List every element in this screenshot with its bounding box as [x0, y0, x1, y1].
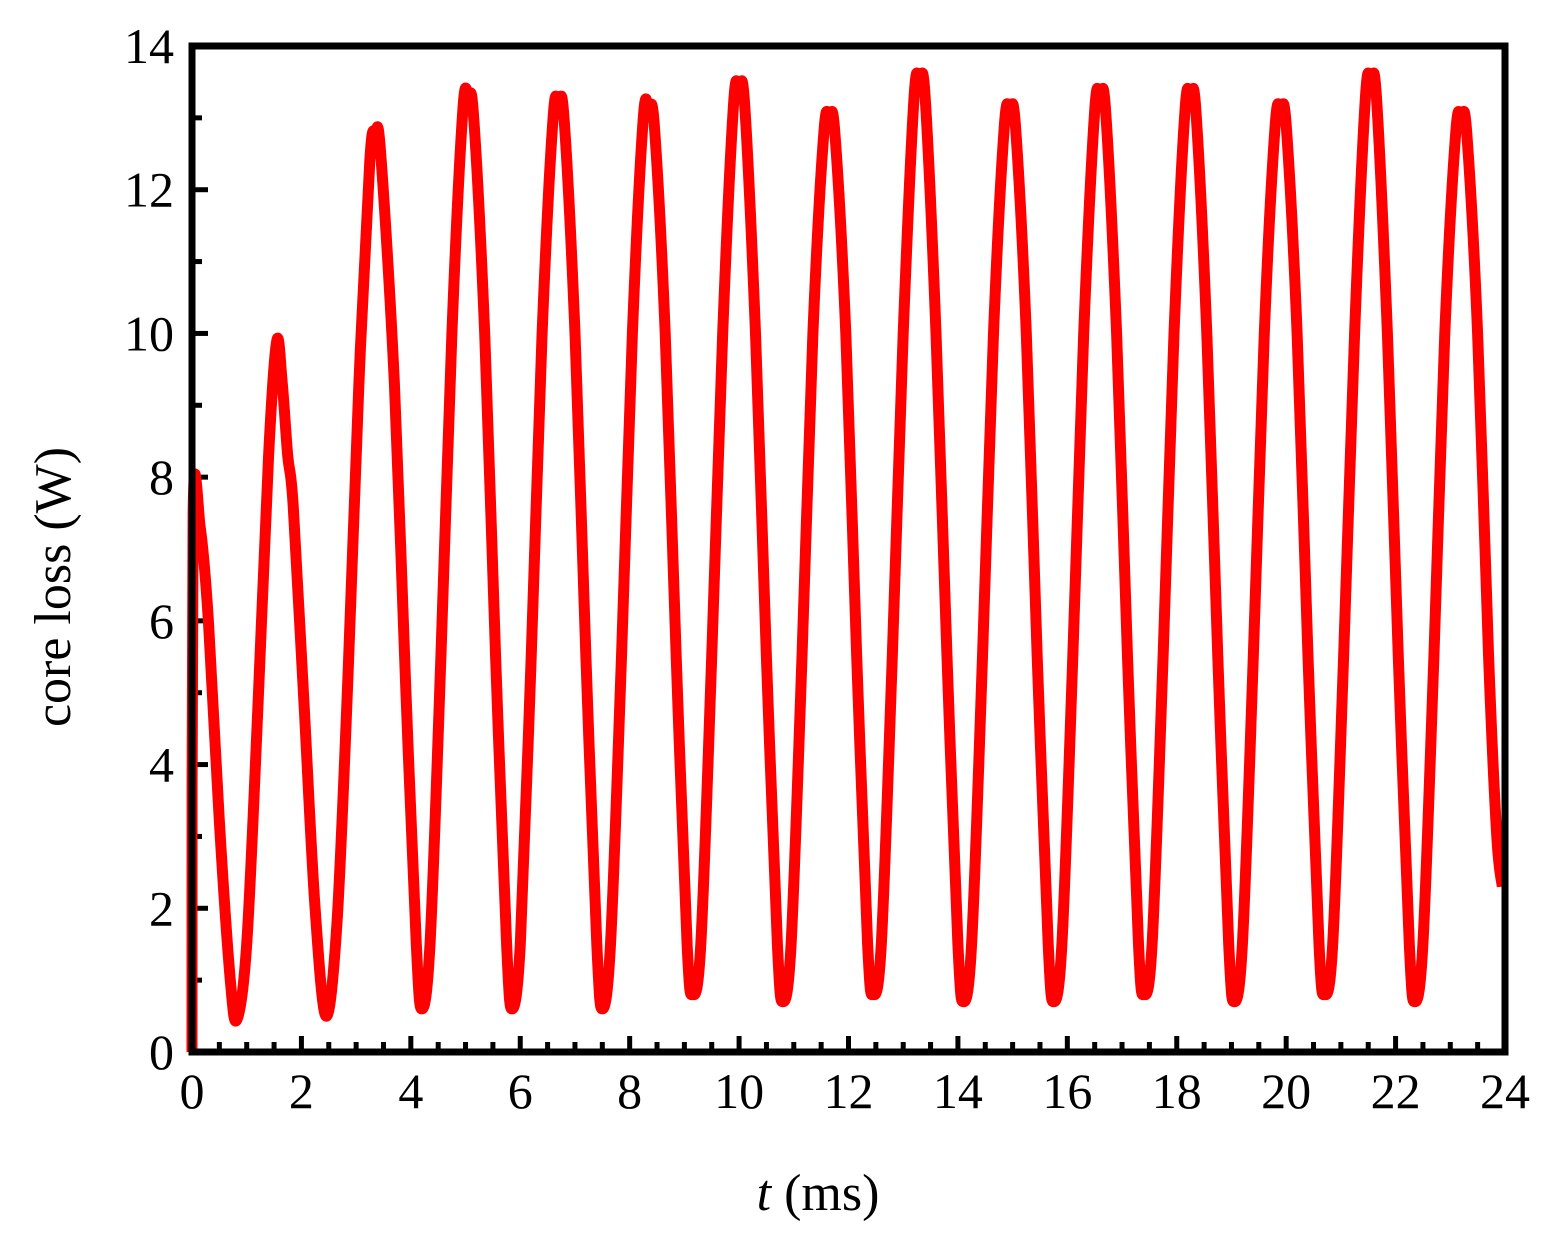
x-tick-label: 4 — [398, 1063, 423, 1119]
x-tick-label: 18 — [1152, 1063, 1202, 1119]
y-tick-label: 2 — [149, 880, 174, 936]
y-tick-label: 14 — [124, 18, 174, 74]
plot-frame — [188, 42, 1509, 1056]
y-tick-label: 4 — [149, 737, 174, 793]
x-tick-label: 12 — [824, 1063, 874, 1119]
y-axis-title: core loss (W) — [25, 447, 82, 727]
x-tick-label: 16 — [1042, 1063, 1092, 1119]
x-axis-title-italic: t — [757, 1165, 773, 1222]
x-tick-label: 14 — [933, 1063, 983, 1119]
y-tick-label: 8 — [149, 449, 174, 505]
x-tick-label: 24 — [1480, 1063, 1530, 1119]
x-tick-label: 10 — [714, 1063, 764, 1119]
x-tick-label: 0 — [180, 1063, 205, 1119]
x-tick-label: 6 — [508, 1063, 533, 1119]
y-tick-label: 12 — [124, 162, 174, 218]
y-tick-label: 10 — [124, 305, 174, 361]
x-tick-label: 8 — [617, 1063, 642, 1119]
x-tick-label: 2 — [289, 1063, 314, 1119]
y-tick-label: 6 — [149, 593, 174, 649]
x-tick-label: 20 — [1261, 1063, 1311, 1119]
series-layer — [186, 67, 1508, 1053]
x-axis-title: t (ms) — [757, 1165, 880, 1222]
y-tick-label: 0 — [149, 1024, 174, 1080]
x-axis-title-unit: (ms) — [771, 1165, 879, 1222]
x-tick-label: 22 — [1371, 1063, 1421, 1119]
series-line — [186, 67, 1508, 1053]
